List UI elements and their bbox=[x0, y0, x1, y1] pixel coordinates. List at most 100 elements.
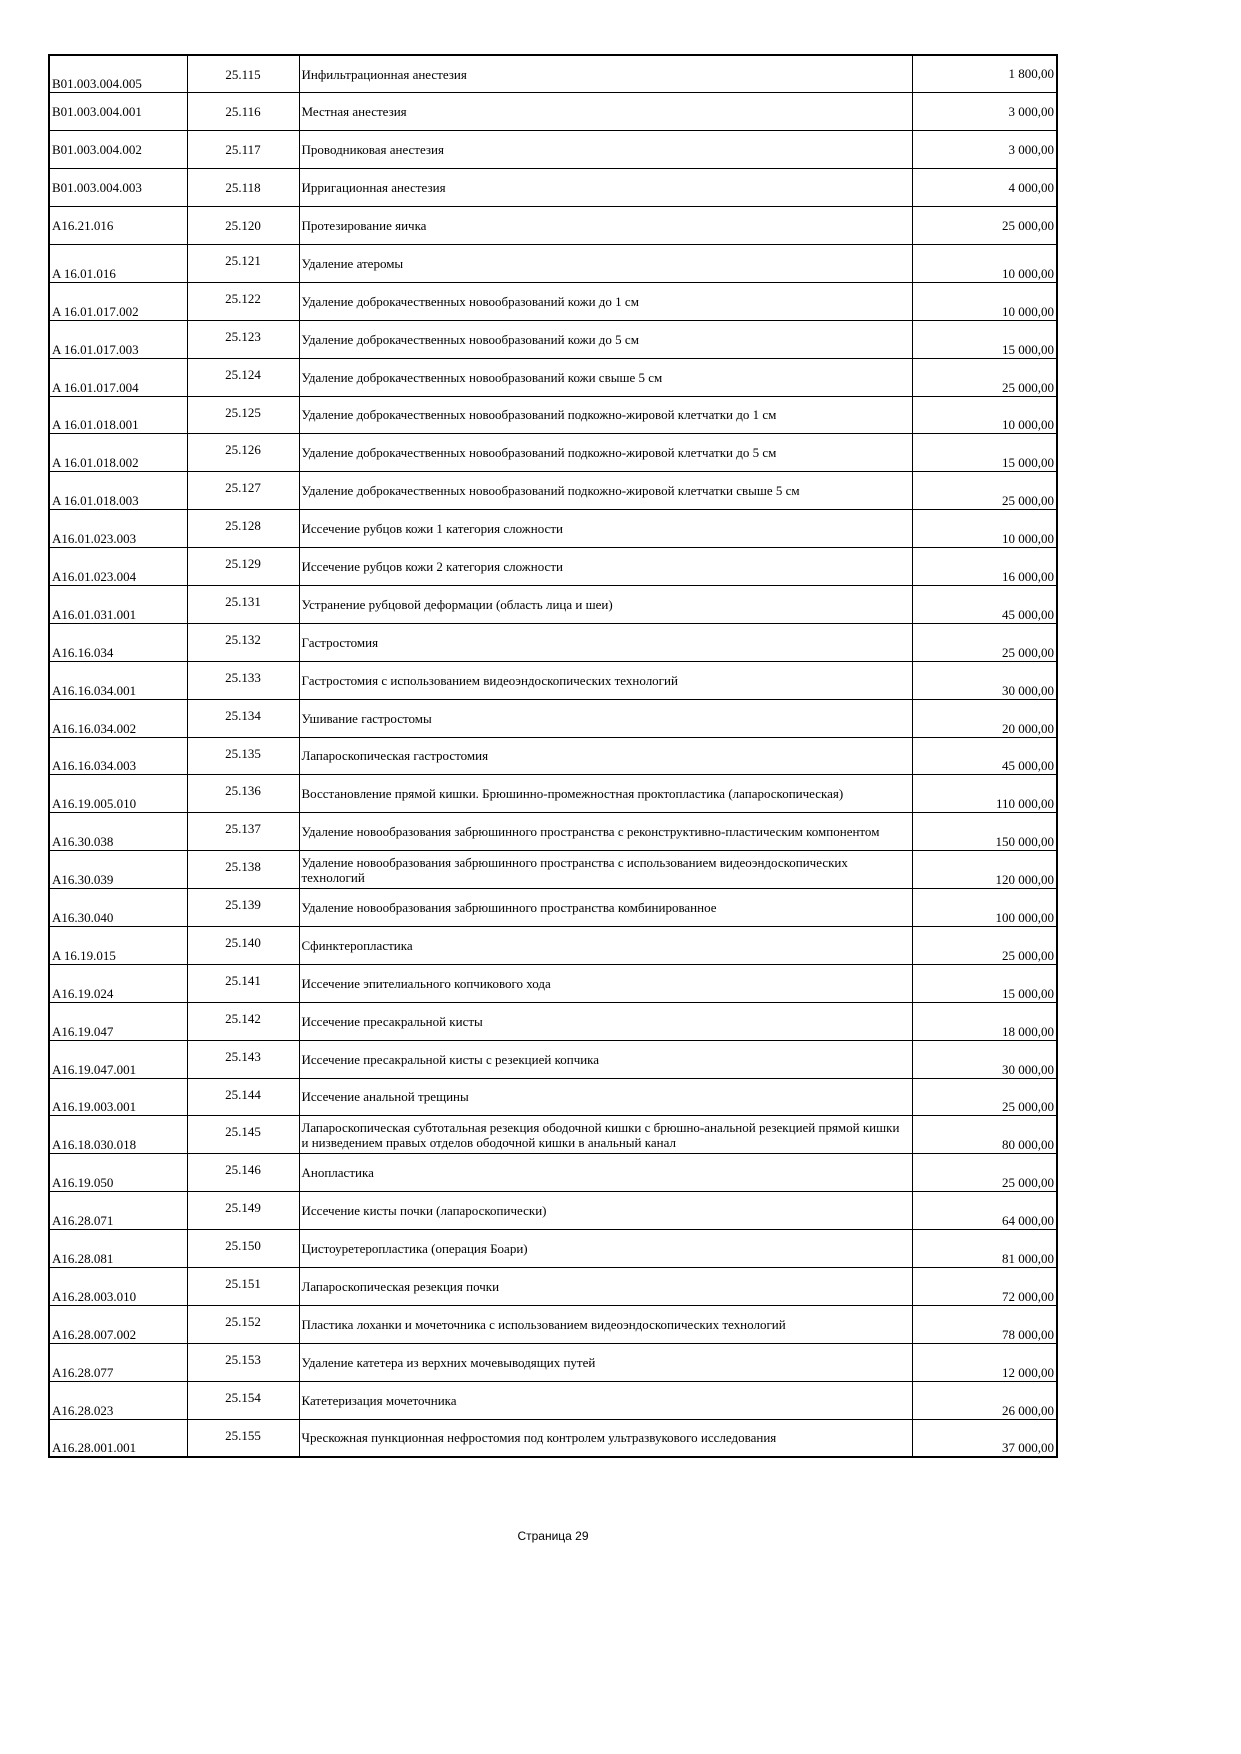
service-name-cell: Пластика лоханки и мочеточника с использ… bbox=[298, 1304, 913, 1344]
service-name-cell: Ушивание гастростомы bbox=[298, 698, 913, 738]
item-number-cell: 25.123 bbox=[186, 319, 300, 359]
item-number-cell: 25.125 bbox=[186, 395, 300, 435]
item-number-cell: 25.152 bbox=[186, 1304, 300, 1344]
service-name-cell: Удаление доброкачественных новообразован… bbox=[298, 471, 913, 511]
item-number-cell: 25.127 bbox=[186, 471, 300, 511]
table-row: A16.01.023.003 25.128 Иссечение рубцов кож… bbox=[48, 509, 1058, 549]
price-cell: 10 000,00 bbox=[911, 243, 1058, 283]
price-table: B01.003.004.005 25.115 Инфильтрационная ан… bbox=[48, 54, 1058, 1458]
service-name-cell: Гастростомия с использованием видеоэндос… bbox=[298, 660, 913, 700]
service-code-cell: A16.19.047.001 bbox=[48, 1039, 188, 1079]
price-cell: 78 000,00 bbox=[911, 1304, 1058, 1344]
table-row: A 16.19.015 25.140 Сфинктеропластика 25 000… bbox=[48, 925, 1058, 965]
price-cell: 20 000,00 bbox=[911, 698, 1058, 738]
service-code-cell: A16.30.039 bbox=[48, 850, 188, 890]
table-row: A 16.01.017.003 25.123 Удаление доброкачес… bbox=[48, 319, 1058, 359]
service-code-cell: A 16.01.016 bbox=[48, 243, 188, 283]
service-name-cell: Иссечение рубцов кожи 2 категория сложно… bbox=[298, 547, 913, 586]
service-name-cell: Лапароскопическая резекция почки bbox=[298, 1267, 913, 1306]
service-code-cell: A16.21.016 bbox=[48, 206, 188, 245]
item-number-cell: 25.133 bbox=[186, 660, 300, 700]
item-number-cell: 25.124 bbox=[186, 357, 300, 397]
item-number-cell: 25.141 bbox=[186, 963, 300, 1003]
item-number-cell: 25.131 bbox=[186, 584, 300, 624]
table-row: A16.19.024 25.141 Иссечение эпителиального… bbox=[48, 963, 1058, 1003]
service-name-cell: Устранение рубцовой деформации (область … bbox=[298, 584, 913, 624]
service-code-cell: A16.28.001.001 bbox=[48, 1418, 188, 1458]
item-number-cell: 25.154 bbox=[186, 1380, 300, 1420]
service-name-cell: Иссечение пресакральной кисты bbox=[298, 1001, 913, 1041]
table-row: A16.28.081 25.150 Цистоуретеропластика (о… bbox=[48, 1229, 1058, 1268]
price-cell: 4 000,00 bbox=[911, 168, 1058, 208]
item-number-cell: 25.128 bbox=[186, 509, 300, 549]
service-name-cell: Лапароскопическая субтотальная резекция … bbox=[298, 1115, 913, 1155]
service-name-cell: Сфинктеропластика bbox=[298, 925, 913, 965]
service-name-cell: Удаление доброкачественных новообразован… bbox=[298, 357, 913, 397]
price-cell: 30 000,00 bbox=[911, 1039, 1058, 1079]
table-row: A16.16.034 25.132 Гастростомия 25 000,00 bbox=[48, 622, 1058, 662]
item-number-cell: 25.150 bbox=[186, 1229, 300, 1268]
price-cell: 26 000,00 bbox=[911, 1380, 1058, 1420]
item-number-cell: 25.144 bbox=[186, 1077, 300, 1117]
item-number-cell: 25.140 bbox=[186, 925, 300, 965]
service-name-cell: Восстановление прямой кишки. Брюшинно-пр… bbox=[298, 774, 913, 814]
service-name-cell: Чрескожная пункционная нефростомия под к… bbox=[298, 1418, 913, 1458]
table-row: B01.003.004.003 25.118 Ирригационная анест… bbox=[48, 168, 1058, 208]
service-code-cell: A16.30.038 bbox=[48, 812, 188, 852]
price-cell: 150 000,00 bbox=[911, 812, 1058, 852]
service-name-cell: Местная анестезия bbox=[298, 92, 913, 132]
price-cell: 25 000,00 bbox=[911, 206, 1058, 245]
service-code-cell: A16.28.081 bbox=[48, 1229, 188, 1268]
item-number-cell: 25.115 bbox=[186, 54, 300, 94]
service-code-cell: A16.01.023.004 bbox=[48, 547, 188, 586]
price-cell: 72 000,00 bbox=[911, 1267, 1058, 1306]
item-number-cell: 25.120 bbox=[186, 206, 300, 245]
price-cell: 15 000,00 bbox=[911, 963, 1058, 1003]
service-name-cell: Гастростомия bbox=[298, 622, 913, 662]
item-number-cell: 25.136 bbox=[186, 774, 300, 814]
service-code-cell: A 16.01.017.003 bbox=[48, 319, 188, 359]
service-code-cell: A 16.01.018.001 bbox=[48, 395, 188, 435]
price-cell: 110 000,00 bbox=[911, 774, 1058, 814]
service-code-cell: B01.003.004.003 bbox=[48, 168, 188, 208]
table-row: A16.30.038 25.137 Удаление новообразования… bbox=[48, 812, 1058, 852]
item-number-cell: 25.151 bbox=[186, 1267, 300, 1306]
item-number-cell: 25.122 bbox=[186, 281, 300, 321]
item-number-cell: 25.143 bbox=[186, 1039, 300, 1079]
table-row: A16.21.016 25.120 Протезирование яичка 25 0… bbox=[48, 206, 1058, 245]
service-code-cell: A16.28.077 bbox=[48, 1342, 188, 1382]
service-name-cell: Удаление атеромы bbox=[298, 243, 913, 283]
table-row: A 16.01.017.002 25.122 Удаление доброкачес… bbox=[48, 281, 1058, 321]
item-number-cell: 25.121 bbox=[186, 243, 300, 283]
item-number-cell: 25.129 bbox=[186, 547, 300, 586]
table-row: A16.19.005.010 25.136 Восстановление прямо… bbox=[48, 774, 1058, 814]
price-cell: 10 000,00 bbox=[911, 281, 1058, 321]
price-cell: 1 800,00 bbox=[911, 54, 1058, 94]
service-name-cell: Удаление доброкачественных новообразован… bbox=[298, 433, 913, 473]
table-row: A16.16.034.001 25.133 Гастростомия с испол… bbox=[48, 660, 1058, 700]
service-code-cell: A16.19.005.010 bbox=[48, 774, 188, 814]
table-row: A16.28.001.001 25.155 Чрескожная пункционн… bbox=[48, 1418, 1058, 1458]
service-code-cell: A 16.19.015 bbox=[48, 925, 188, 965]
service-code-cell: A 16.01.018.002 bbox=[48, 433, 188, 473]
service-code-cell: A16.16.034.002 bbox=[48, 698, 188, 738]
item-number-cell: 25.153 bbox=[186, 1342, 300, 1382]
table-row: B01.003.004.005 25.115 Инфильтрационная ан… bbox=[48, 54, 1058, 94]
table-row: A16.19.047 25.142 Иссечение пресакральной … bbox=[48, 1001, 1058, 1041]
table-row: A16.16.034.003 25.135 Лапароскопическая га… bbox=[48, 736, 1058, 776]
price-cell: 12 000,00 bbox=[911, 1342, 1058, 1382]
price-cell: 3 000,00 bbox=[911, 92, 1058, 132]
price-cell: 45 000,00 bbox=[911, 584, 1058, 624]
price-cell: 25 000,00 bbox=[911, 357, 1058, 397]
price-cell: 80 000,00 bbox=[911, 1115, 1058, 1155]
service-code-cell: A16.18.030.018 bbox=[48, 1115, 188, 1155]
price-cell: 16 000,00 bbox=[911, 547, 1058, 586]
service-name-cell: Удаление доброкачественных новообразован… bbox=[298, 395, 913, 435]
service-name-cell: Иссечение рубцов кожи 1 категория сложно… bbox=[298, 509, 913, 549]
service-code-cell: A 16.01.018.003 bbox=[48, 471, 188, 511]
service-name-cell: Инфильтрационная анестезия bbox=[298, 54, 913, 94]
service-code-cell: A16.16.034.001 bbox=[48, 660, 188, 700]
price-cell: 64 000,00 bbox=[911, 1191, 1058, 1231]
service-code-cell: A16.30.040 bbox=[48, 888, 188, 927]
service-name-cell: Анопластика bbox=[298, 1153, 913, 1193]
